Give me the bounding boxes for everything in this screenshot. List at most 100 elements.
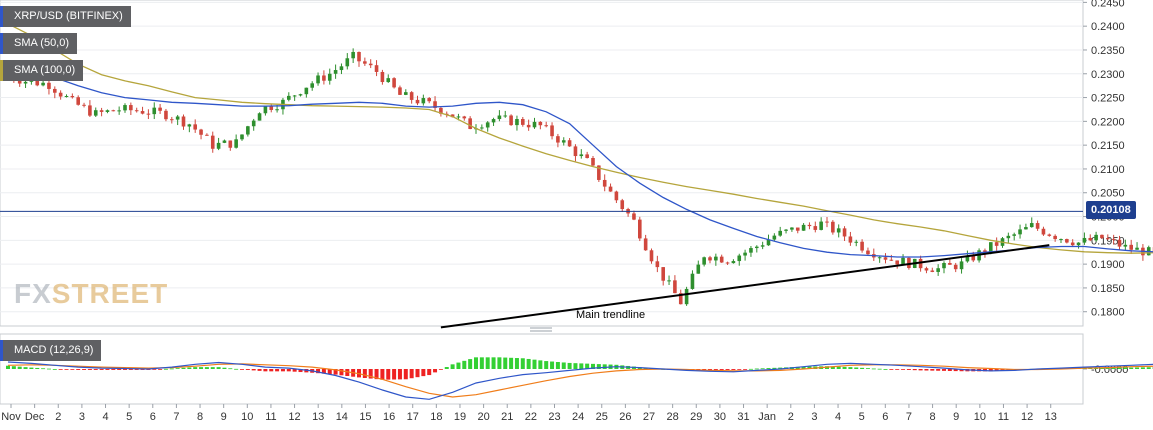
candle-body <box>737 255 742 262</box>
time-tick-label: 6 <box>150 411 156 423</box>
candle-body <box>550 125 554 137</box>
macd-histogram-bar <box>245 369 250 370</box>
candle-body <box>146 113 151 115</box>
macd-histogram-bar <box>462 360 467 369</box>
time-tick-label: 30 <box>714 411 726 423</box>
macd-histogram-bar <box>743 369 748 370</box>
macd-histogram-bar <box>339 369 344 376</box>
macd-line <box>7 361 1153 400</box>
candle-body <box>222 140 227 143</box>
macd-histogram-bar <box>316 369 321 374</box>
legend-symbol[interactable]: XRP/USD (BITFINEX) <box>0 6 131 27</box>
time-tick-label: 7 <box>906 411 912 423</box>
macd-histogram-bar <box>345 369 350 376</box>
candle-body <box>983 250 987 253</box>
time-tick-label: 31 <box>737 411 749 423</box>
legend-macd[interactable]: MACD (12,26,9) <box>0 340 102 361</box>
time-tick-label: Nov <box>1 411 21 423</box>
candle-body <box>877 257 882 259</box>
macd-histogram-bar <box>298 369 303 373</box>
candle-body <box>287 95 291 100</box>
candle-body <box>1076 242 1081 246</box>
candle-body <box>813 226 818 230</box>
candle-body <box>333 70 338 74</box>
macd-histogram-bar <box>275 369 280 372</box>
macd-histogram-bar <box>327 369 332 375</box>
candle-body <box>918 258 923 269</box>
candle-body <box>1088 237 1093 241</box>
trendline-annotation: Main trendline <box>576 309 646 321</box>
time-tick-label: 28 <box>667 411 679 423</box>
legend-sma100[interactable]: SMA (100,0) <box>0 60 84 81</box>
candle-body <box>175 116 180 120</box>
price-tick-label: 0.2200 <box>1091 116 1125 128</box>
candle-body <box>889 259 894 261</box>
macd-histogram-bar <box>514 358 519 369</box>
macd-histogram-bar <box>251 369 256 371</box>
macd-histogram-bar <box>438 369 443 370</box>
candle-body <box>1100 234 1104 239</box>
macd-histogram-bar <box>860 367 865 369</box>
macd-histogram-bar <box>830 366 835 369</box>
time-tick-label: Dec <box>25 411 45 423</box>
candle-body <box>1065 239 1069 243</box>
candle-body <box>327 73 332 81</box>
candle-body <box>1041 228 1046 235</box>
macd-histogram-bar <box>988 369 993 372</box>
time-tick-label: 10 <box>241 411 253 423</box>
time-tick-label: 4 <box>102 411 108 423</box>
macd-histogram-bar <box>503 357 508 369</box>
sma50-line <box>7 73 1153 258</box>
time-tick-label: 12 <box>1021 411 1033 423</box>
candle-body <box>725 262 730 264</box>
candle-body <box>1018 229 1022 235</box>
candle-body <box>836 228 841 233</box>
main-pane-frame <box>0 0 1084 327</box>
price-tick-label: 0.1900 <box>1091 259 1125 271</box>
macd-histogram-bar <box>766 368 771 369</box>
candle-body <box>140 111 145 114</box>
candle-body <box>597 165 601 180</box>
macd-histogram-bar <box>801 366 806 369</box>
candle-body <box>269 106 274 110</box>
candle-body <box>386 78 391 83</box>
macd-histogram-bar <box>123 369 127 370</box>
macd-histogram-bar <box>257 369 262 371</box>
macd-histogram-bar <box>479 357 484 369</box>
macd-histogram-bar <box>807 366 812 369</box>
macd-histogram-bar <box>70 369 75 370</box>
candle-body <box>485 122 490 128</box>
candle-body <box>825 221 829 223</box>
macd-histogram-bar <box>778 367 783 369</box>
candle-body <box>392 78 396 88</box>
candle-body <box>93 110 98 116</box>
macd-histogram-bar <box>942 369 946 371</box>
candle-body <box>415 99 420 104</box>
macd-histogram-bar <box>760 368 765 370</box>
price-tick-label: 0.2250 <box>1091 93 1125 105</box>
candle-body <box>807 224 812 227</box>
time-tick-label: 15 <box>359 411 371 423</box>
candle-body <box>433 101 437 108</box>
candle-body <box>620 200 625 210</box>
candle-body <box>936 268 940 272</box>
candle-body <box>959 261 964 270</box>
candle-body <box>164 110 168 120</box>
macd-histogram-bar <box>585 363 590 369</box>
macd-histogram-bar <box>930 369 935 371</box>
macd-histogram-bar <box>421 369 426 377</box>
macd-histogram-bar <box>555 362 560 369</box>
candle-body <box>714 256 718 261</box>
macd-histogram-bar <box>35 367 40 369</box>
candle-body <box>614 191 619 201</box>
legend-sma50[interactable]: SMA (50,0) <box>0 33 78 54</box>
macd-histogram-bar <box>380 369 385 380</box>
candle-body <box>702 257 706 265</box>
candle-body <box>298 94 303 96</box>
time-tick-label: 27 <box>643 411 655 423</box>
macd-histogram-bar <box>41 368 46 370</box>
macd-histogram-bar <box>561 362 566 369</box>
macd-histogram-bar <box>93 369 98 370</box>
candle-body <box>187 124 192 127</box>
